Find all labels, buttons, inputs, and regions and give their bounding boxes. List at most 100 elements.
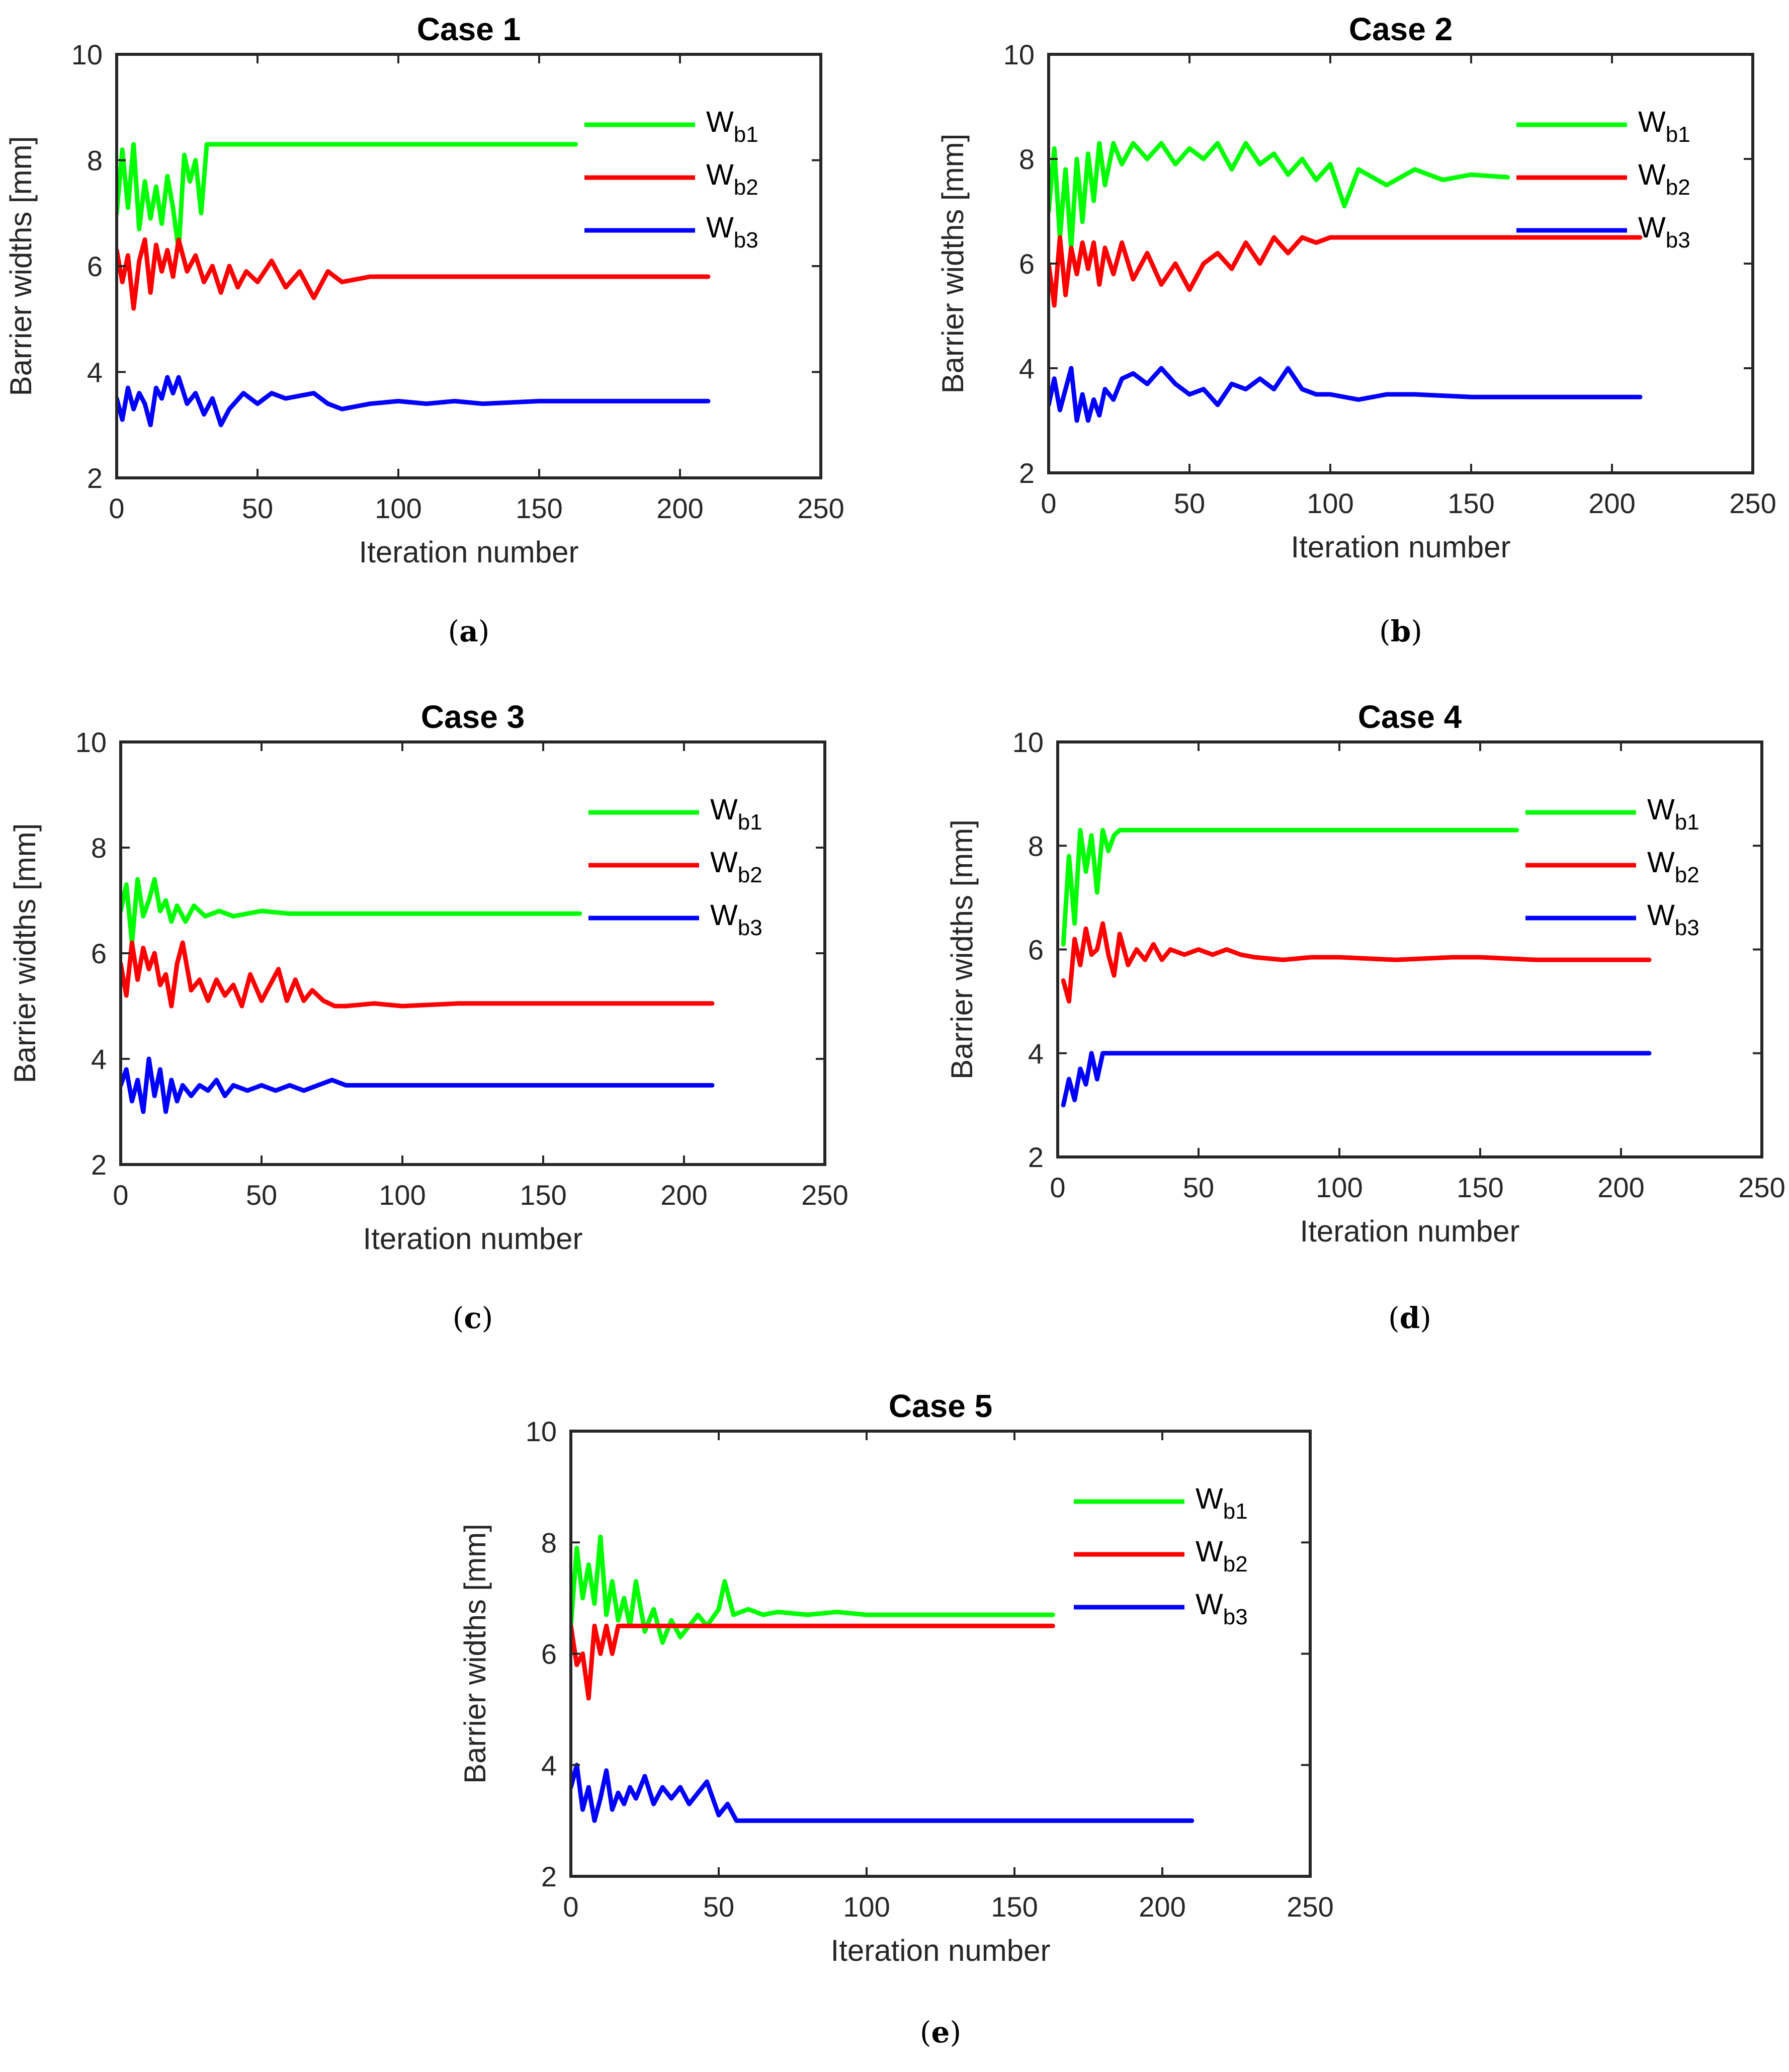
x-tick-label: 0 [109, 492, 124, 524]
x-tick-label: 0 [113, 1179, 128, 1211]
chart-panel-2: Case 2 0 50 100 150 200 250 2 4 6 8 10 Iteration num… [936, 11, 1776, 648]
x-axis-label: Iteration number [1300, 1214, 1520, 1248]
y-tick-label: 6 [1028, 934, 1044, 966]
legend-label-main: W [1638, 211, 1666, 244]
panel-caption-2: (b) [1379, 614, 1422, 648]
legend-label-main: W [706, 106, 734, 138]
y-tick-label: 10 [71, 39, 103, 70]
chart-title-2: Case 2 [1349, 11, 1453, 47]
legend-label-wb2: Wb2 [1638, 158, 1690, 200]
series-line-wb2-case5 [571, 1623, 1055, 1701]
legend-label-subscript: b1 [738, 810, 762, 835]
y-tick-label: 4 [87, 357, 103, 388]
legend-label-wb1: Wb1 [710, 793, 762, 835]
legend-label-wb2: Wb2 [1196, 1535, 1248, 1577]
legend-label-main: W [706, 158, 734, 191]
caption-letter: a [459, 614, 478, 648]
x-tick-label: 250 [1738, 1172, 1785, 1203]
x-tick-label: 50 [1174, 487, 1205, 519]
legend-label-main: W [1196, 1588, 1223, 1621]
legend-label-wb1: Wb1 [1196, 1482, 1248, 1524]
legend-label-subscript: b3 [738, 916, 762, 940]
legend-label-subscript: b3 [1223, 1605, 1248, 1629]
legend-label-subscript: b3 [1675, 916, 1699, 940]
legend-label-wb1: Wb1 [1647, 793, 1699, 835]
x-tick-label: 250 [801, 1179, 848, 1211]
legend-label-subscript: b2 [1666, 175, 1690, 200]
y-tick-label: 8 [91, 832, 107, 864]
legend-label-subscript: b2 [1223, 1552, 1248, 1577]
y-tick-label: 6 [541, 1638, 557, 1670]
x-tick-label: 100 [375, 492, 421, 524]
panel-caption-5: (e) [920, 2015, 961, 2049]
legend-label-subscript: b2 [1675, 863, 1699, 887]
x-tick-label: 200 [660, 1179, 707, 1211]
caption-open-paren: ( [453, 1301, 464, 1335]
legend-label-wb3: Wb3 [1196, 1588, 1248, 1629]
series-line-wb1-case4 [1061, 827, 1519, 947]
legend-label-main: W [710, 899, 738, 932]
legend-label-main: W [1638, 106, 1666, 138]
y-tick-label: 2 [1028, 1141, 1044, 1173]
y-tick-label: 8 [1019, 143, 1035, 175]
legend-label-subscript: b1 [1675, 810, 1699, 835]
x-tick-label: 150 [516, 492, 562, 524]
series-line-wb3-case1 [117, 375, 711, 428]
x-tick-label: 150 [1457, 1172, 1503, 1203]
panel-caption-1: (a) [448, 614, 490, 648]
caption-close-paren: ) [1420, 1301, 1431, 1335]
y-tick-label: 10 [1012, 726, 1044, 758]
y-axis-label: Barrier widths [mm] [945, 819, 979, 1080]
legend-label-main: W [1638, 158, 1666, 191]
series-line-wb3-case5 [571, 1763, 1195, 1823]
series-line-wb2-case4 [1061, 921, 1652, 1004]
y-tick-label: 6 [87, 251, 103, 282]
legend-label-wb3: Wb3 [710, 899, 762, 940]
y-axis-label: Barrier widths [mm] [8, 823, 42, 1084]
legend-label-wb2: Wb2 [1647, 846, 1699, 887]
x-tick-label: 200 [1597, 1172, 1644, 1203]
panel-caption-3: (c) [453, 1301, 493, 1335]
series-line-wb3-case2 [1049, 366, 1643, 423]
chart-panel-1: Case 1 0 50 100 150 200 250 2 4 6 8 10 Iteration num… [4, 11, 844, 648]
series-line-wb3-case3 [121, 1056, 715, 1114]
x-tick-label: 150 [520, 1179, 566, 1211]
x-tick-label: 100 [379, 1179, 425, 1211]
chart-panel-5: Case 5 0 50 100 150 200 250 2 4 6 8 10 Iteration num… [458, 1388, 1334, 2049]
caption-close-paren: ) [1411, 614, 1422, 648]
x-tick-label: 0 [563, 1891, 578, 1923]
caption-letter: d [1400, 1301, 1420, 1335]
x-tick-label: 250 [797, 492, 844, 524]
y-tick-label: 10 [1003, 39, 1035, 70]
y-tick-label: 6 [91, 938, 107, 969]
x-tick-label: 200 [656, 492, 703, 524]
y-axis-label: Barrier widths [mm] [458, 1524, 492, 1784]
legend-label-main: W [1196, 1535, 1223, 1568]
y-tick-label: 4 [1019, 353, 1035, 384]
legend-label-subscript: b2 [734, 175, 758, 200]
legend-label-subscript: b1 [1223, 1499, 1248, 1524]
legend-label-main: W [1647, 899, 1675, 932]
y-tick-label: 4 [541, 1750, 557, 1781]
x-tick-label: 250 [1287, 1891, 1333, 1923]
legend-label-main: W [1647, 846, 1675, 879]
panel-caption-4: (d) [1388, 1301, 1431, 1335]
chart-panel-4: Case 4 0 50 100 150 200 250 2 4 6 8 10 Iteration num… [945, 699, 1785, 1335]
y-tick-label: 2 [87, 462, 103, 494]
y-axis-label: Barrier widths [mm] [936, 134, 970, 394]
legend-label-wb1: Wb1 [706, 106, 758, 147]
series-line-wb2-case3 [121, 940, 715, 1009]
series-line-wb1-case1 [117, 142, 578, 253]
series-line-wb1-case2 [1049, 141, 1510, 251]
chart-panel-3: Case 3 0 50 100 150 200 250 2 4 6 8 10 Iteration num… [8, 699, 848, 1335]
x-axis-label: Iteration number [363, 1222, 583, 1256]
x-tick-label: 100 [843, 1891, 890, 1923]
caption-open-paren: ( [920, 2015, 931, 2049]
x-tick-label: 50 [1183, 1172, 1214, 1203]
series-line-wb2-case2 [1049, 235, 1643, 308]
legend-label-main: W [706, 211, 734, 244]
y-tick-label: 10 [526, 1416, 557, 1447]
x-tick-label: 250 [1729, 487, 1776, 519]
